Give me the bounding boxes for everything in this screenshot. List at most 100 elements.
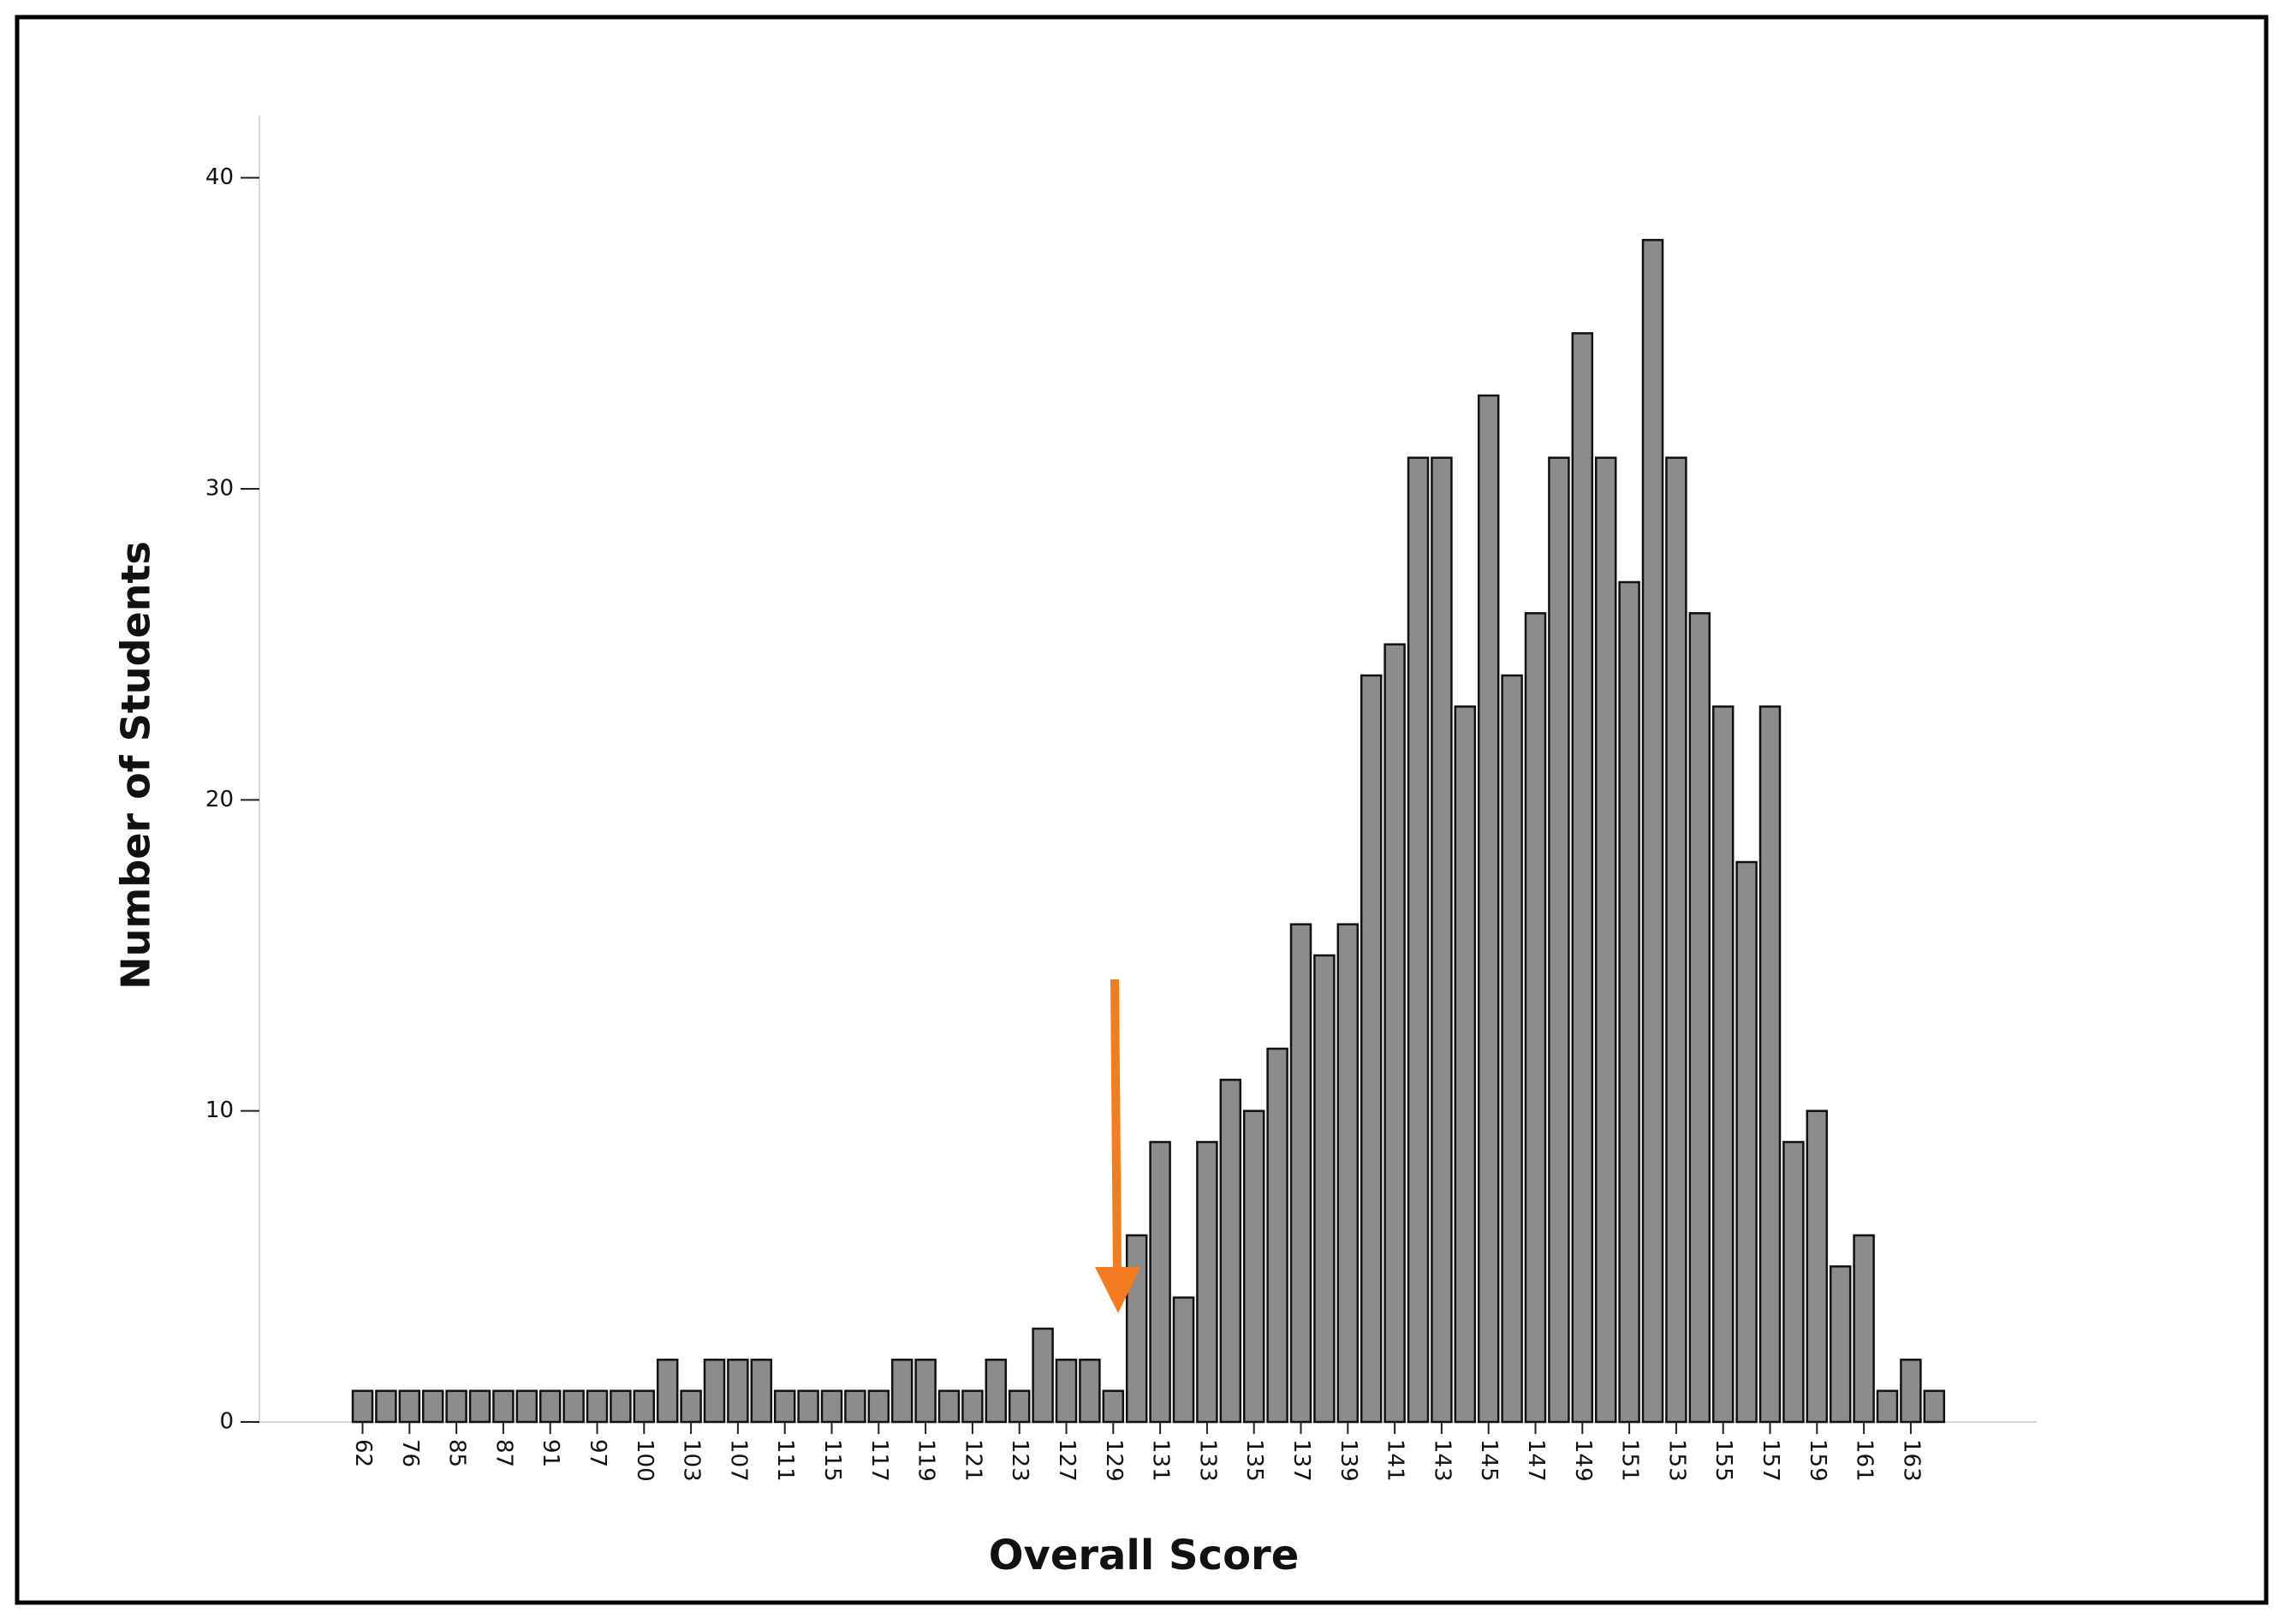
bar — [1501, 674, 1523, 1424]
x-tick-label: 155 — [1711, 1439, 1736, 1482]
bar — [351, 1389, 374, 1424]
x-tick-label: 133 — [1194, 1439, 1220, 1482]
arrow-head — [1095, 1267, 1140, 1313]
bar — [1242, 1109, 1265, 1424]
bar — [1548, 456, 1570, 1424]
bar — [1289, 923, 1312, 1424]
x-tick-label: 115 — [819, 1439, 845, 1482]
bar — [375, 1389, 397, 1424]
bar — [937, 1389, 961, 1424]
x-tick-label: 117 — [866, 1439, 892, 1482]
bar — [1102, 1389, 1125, 1424]
bar — [1688, 612, 1711, 1424]
x-tick-label: 143 — [1429, 1439, 1455, 1482]
arrow-shaft — [1110, 979, 1122, 1276]
bar — [1876, 1389, 1899, 1424]
bar — [703, 1359, 726, 1424]
x-tick-label: 145 — [1476, 1439, 1502, 1482]
bar — [539, 1389, 562, 1424]
x-tick-label: 153 — [1663, 1439, 1689, 1482]
x-tick-label: 159 — [1805, 1439, 1830, 1482]
bar — [468, 1389, 491, 1424]
bar — [1923, 1389, 1946, 1424]
y-tick-label: 30 — [205, 476, 234, 502]
bar — [914, 1359, 937, 1424]
bar — [1336, 923, 1360, 1424]
bar — [1383, 643, 1406, 1424]
y-tick-label: 0 — [219, 1409, 234, 1435]
x-tick-label: 149 — [1570, 1439, 1596, 1482]
bar — [1641, 239, 1664, 1424]
bar — [1735, 860, 1758, 1424]
x-tick-label: 91 — [538, 1439, 563, 1467]
y-tick-label: 20 — [205, 787, 234, 812]
x-tick-label: 163 — [1898, 1439, 1924, 1482]
bar — [1266, 1047, 1288, 1424]
bar — [1571, 332, 1594, 1424]
bar — [1431, 456, 1453, 1424]
y-tick-label: 40 — [205, 164, 234, 190]
bar — [1853, 1234, 1875, 1424]
x-tick-label: 103 — [679, 1439, 705, 1482]
bar — [1665, 456, 1687, 1424]
x-tick-label: 100 — [632, 1439, 658, 1482]
bar — [1900, 1359, 1922, 1424]
bar — [1172, 1296, 1195, 1424]
y-tick-label: 10 — [205, 1098, 234, 1123]
x-tick-label: 76 — [397, 1439, 423, 1467]
bar — [1454, 705, 1477, 1424]
bar — [890, 1359, 913, 1424]
bar — [1758, 705, 1782, 1424]
bar — [1806, 1109, 1829, 1424]
bar — [656, 1359, 679, 1424]
x-tick-label: 107 — [725, 1439, 751, 1482]
bar — [1618, 580, 1640, 1424]
x-tick-label: 129 — [1101, 1439, 1127, 1482]
annotation-arrow — [1095, 979, 1140, 1313]
bar — [1524, 612, 1547, 1424]
bar — [1711, 705, 1735, 1424]
bar — [421, 1389, 444, 1424]
x-tick-label: 123 — [1007, 1439, 1032, 1482]
x-tick-label: 137 — [1288, 1439, 1314, 1482]
x-tick-label: 141 — [1383, 1439, 1408, 1482]
bar — [1477, 394, 1500, 1424]
x-tick-label: 151 — [1617, 1439, 1643, 1482]
bar — [1196, 1140, 1218, 1424]
bar — [1079, 1359, 1101, 1424]
bar — [398, 1389, 421, 1424]
bar — [820, 1389, 843, 1424]
x-tick-label: 85 — [444, 1439, 470, 1467]
bar — [1594, 456, 1617, 1424]
x-tick-label: 135 — [1241, 1439, 1267, 1482]
bar — [844, 1389, 866, 1424]
bar — [1032, 1327, 1054, 1424]
bar — [610, 1389, 632, 1424]
y-axis-title: Number of Students — [113, 541, 159, 990]
bar — [1829, 1265, 1852, 1424]
bar — [985, 1359, 1008, 1424]
x-tick-label: 119 — [913, 1439, 939, 1482]
bar — [1008, 1389, 1031, 1424]
x-tick-label: 97 — [585, 1439, 610, 1467]
bar — [1125, 1234, 1148, 1424]
bar — [492, 1389, 515, 1424]
x-tick-label: 147 — [1523, 1439, 1549, 1482]
x-tick-label: 131 — [1148, 1439, 1174, 1482]
bar — [750, 1359, 773, 1424]
x-axis-title: Overall Score — [989, 1532, 1300, 1579]
bar — [1313, 954, 1336, 1424]
x-tick-label: 161 — [1852, 1439, 1877, 1482]
bar — [1055, 1359, 1078, 1424]
bar — [1149, 1140, 1171, 1424]
bar — [586, 1389, 609, 1424]
bar — [797, 1389, 819, 1424]
bar — [867, 1389, 890, 1424]
x-tick-label: 87 — [491, 1439, 516, 1467]
bar — [727, 1359, 749, 1424]
bar — [562, 1389, 585, 1424]
bar — [445, 1389, 467, 1424]
bar — [1219, 1079, 1242, 1424]
bar — [773, 1389, 796, 1424]
